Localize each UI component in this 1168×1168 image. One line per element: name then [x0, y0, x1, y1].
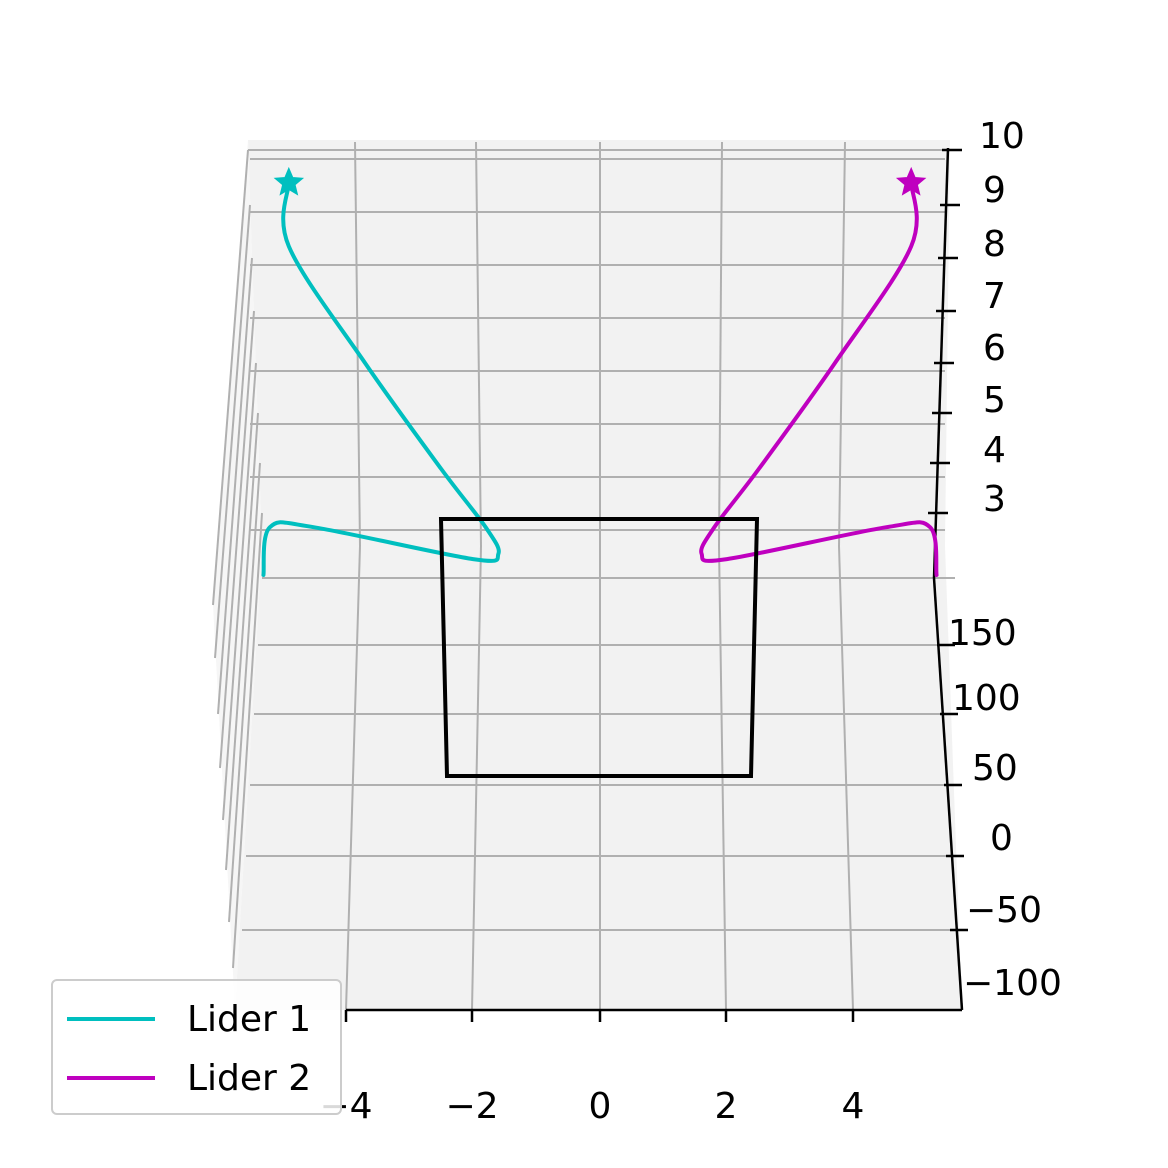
- grid-line-side: [225, 412, 259, 871]
- y-tick-label: −100: [963, 963, 1062, 1004]
- x-tick-label: −2: [445, 1086, 498, 1127]
- y-tick-label: 0: [990, 818, 1013, 859]
- grid-line-side: [219, 310, 255, 769]
- legend-label-lider-2: Lider 2: [187, 1057, 312, 1099]
- legend: Lider 1 Lider 2: [51, 979, 342, 1115]
- grid-line-side: [228, 462, 261, 923]
- grid-line-x-back: [475, 141, 482, 547]
- grid-lines: [212, 141, 955, 1011]
- x-tick-label: 0: [589, 1086, 612, 1127]
- grid-line-side: [232, 512, 263, 969]
- x-tick-label: 2: [715, 1086, 738, 1127]
- y-tick-label: −50: [966, 890, 1042, 931]
- y-tick-label: 100: [952, 678, 1021, 719]
- series-line-2: [699, 180, 939, 577]
- z-tick-label: 4: [983, 430, 1006, 471]
- x-tick-label: 4: [842, 1086, 865, 1127]
- grid-line-x-floor: [838, 545, 854, 1011]
- z-tick-label: 8: [983, 224, 1006, 265]
- z-tick-label: 7: [983, 276, 1006, 317]
- grid-line-side: [212, 149, 249, 606]
- legend-label-lider-1: Lider 1: [187, 998, 312, 1040]
- series-end-marker-2: [895, 166, 927, 196]
- series-end-marker-1: [273, 166, 305, 196]
- grid-line-side: [217, 257, 253, 715]
- grid-line-x-back: [718, 141, 723, 547]
- z-tick-label: 5: [983, 380, 1006, 421]
- y-tick-label: 150: [948, 613, 1017, 654]
- legend-swatch-lider-2: [67, 1076, 155, 1080]
- grid-line-side: [222, 362, 257, 821]
- formation-rectangle: [438, 517, 760, 778]
- series-line-1: [261, 180, 501, 577]
- grid-line-x-floor: [345, 545, 361, 1011]
- legend-entry-lider-1: Lider 1: [67, 998, 312, 1040]
- series-lines: [261, 166, 939, 778]
- z-tick-label: 9: [983, 170, 1006, 211]
- grid-line-x-back: [838, 141, 846, 547]
- axis-lines: [344, 147, 968, 1022]
- z-tick-label: 6: [983, 328, 1006, 369]
- z-tick-label: 10: [979, 116, 1025, 157]
- legend-swatch-lider-1: [67, 1017, 155, 1021]
- z-tick-label: 3: [983, 479, 1006, 520]
- y-tick-label: 50: [972, 748, 1018, 789]
- grid-line-x-back: [354, 141, 361, 547]
- y-axis-line: [932, 577, 964, 1011]
- grid-line-side: [214, 204, 251, 659]
- legend-entry-lider-2: Lider 2: [67, 1057, 312, 1099]
